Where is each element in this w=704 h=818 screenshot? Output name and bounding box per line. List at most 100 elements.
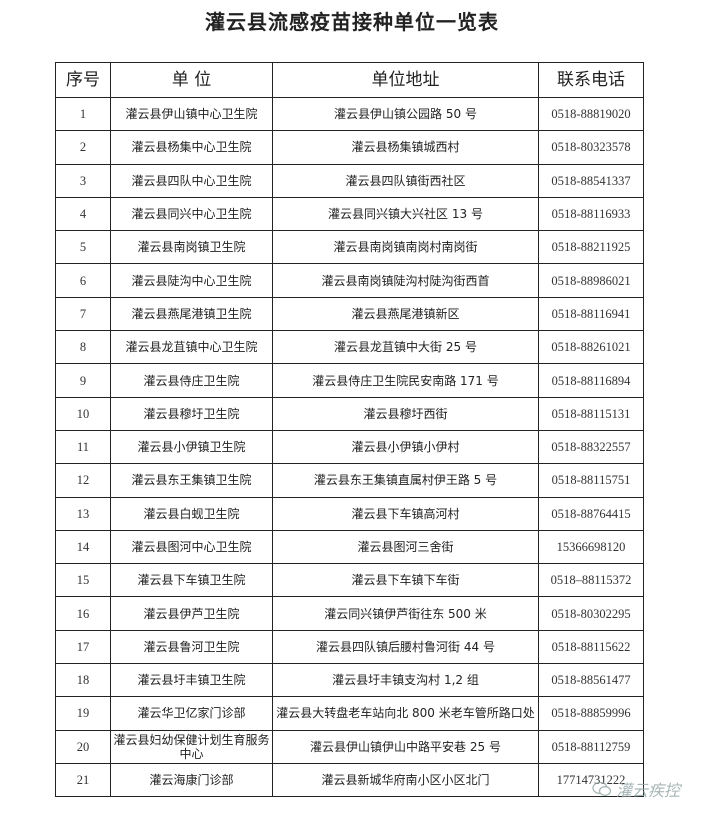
unit-name: 灌云县圩丰镇卫生院 [110, 663, 273, 698]
row-number: 9 [55, 363, 111, 398]
row-number: 17 [55, 629, 111, 665]
unit-address: 灌云县杨集镇城西村 [272, 130, 539, 165]
unit-name: 灌云县陡沟中心卫生院 [110, 263, 273, 298]
row-number: 2 [55, 130, 111, 165]
unit-address: 灌云县小伊镇小伊村 [272, 429, 539, 465]
header-no: 序号 [55, 62, 111, 98]
unit-address: 灌云县下车镇下车街 [272, 563, 539, 598]
row-number: 20 [55, 729, 111, 764]
unit-address: 灌云县同兴镇大兴社区 13 号 [272, 196, 539, 232]
row-number: 15 [55, 563, 111, 598]
unit-name: 灌云县东王集镇卫生院 [110, 463, 273, 498]
row-number: 21 [55, 762, 111, 798]
vaccination-sites-table: 序号 单 位 单位地址 联系电话 1 灌云县伊山镇中心卫生院 灌云县伊山镇公园路 5… [55, 62, 644, 798]
row-number: 7 [55, 296, 111, 332]
unit-name: 灌云海康门诊部 [110, 762, 273, 798]
table-row: 14 灌云县图河中心卫生院 灌云县图河三舍街 15366698120 [55, 529, 644, 565]
table-row: 2 灌云县杨集中心卫生院 灌云县杨集镇城西村 0518-80323578 [55, 130, 644, 165]
unit-name: 灌云县龙苴镇中心卫生院 [110, 330, 273, 365]
table-row: 17 灌云县鲁河卫生院 灌云县四队镇后腰村鲁河街 44 号 0518-88115622 [55, 629, 644, 665]
unit-phone: 0518-88116894 [538, 363, 644, 398]
unit-address: 灌云县圩丰镇支沟村 1,2 组 [272, 663, 539, 698]
unit-name: 灌云县侍庄卫生院 [110, 363, 273, 398]
table-row: 15 灌云县下车镇卫生院 灌云县下车镇下车街 0518–88115372 [55, 563, 644, 598]
unit-phone: 0518-88115622 [538, 629, 644, 665]
row-number: 8 [55, 330, 111, 365]
unit-phone: 0518-88561477 [538, 663, 644, 698]
unit-address: 灌云县四队镇后腰村鲁河街 44 号 [272, 629, 539, 665]
table-row: 19 灌云华卫亿家门诊部 灌云县大转盘老车站向北 800 米老车管所路口处 0518-… [55, 696, 644, 731]
unit-address: 灌云县下车镇高河村 [272, 496, 539, 531]
table-row: 16 灌云县伊芦卫生院 灌云同兴镇伊芦街往东 500 米 0518-80302295 [55, 596, 644, 631]
row-number: 14 [55, 529, 111, 565]
table-row: 3 灌云县四队中心卫生院 灌云县四队镇街西社区 0518-88541337 [55, 163, 644, 198]
unit-phone: 0518-88115131 [538, 396, 644, 431]
unit-address: 灌云县南岗镇陡沟村陡沟街西首 [272, 263, 539, 298]
row-number: 3 [55, 163, 111, 198]
unit-address: 灌云县伊山镇伊山中路平安巷 25 号 [272, 729, 539, 764]
unit-address: 灌云县图河三舍街 [272, 529, 539, 565]
unit-phone: 0518-88112759 [538, 729, 644, 764]
unit-name: 灌云县杨集中心卫生院 [110, 130, 273, 165]
table-row: 1 灌云县伊山镇中心卫生院 灌云县伊山镇公园路 50 号 0518-88819020 [55, 96, 644, 132]
unit-address: 灌云县侍庄卫生院民安南路 171 号 [272, 363, 539, 398]
watermark: 灌云疾控 [592, 777, 680, 801]
table-row: 5 灌云县南岗镇卫生院 灌云县南岗镇南岗村南岗街 0518-88211925 [55, 230, 644, 265]
unit-phone: 0518-88116941 [538, 296, 644, 332]
table-row: 12 灌云县东王集镇卫生院 灌云县东王集镇直属村伊王路 5 号 0518-881157… [55, 463, 644, 498]
wechat-icon [592, 781, 612, 796]
table-row: 6 灌云县陡沟中心卫生院 灌云县南岗镇陡沟村陡沟街西首 0518-88986021 [55, 263, 644, 298]
watermark-text: 灌云疾控 [615, 781, 680, 800]
table-row: 11 灌云县小伊镇卫生院 灌云县小伊镇小伊村 0518-88322557 [55, 429, 644, 465]
unit-address: 灌云县龙苴镇中大街 25 号 [272, 330, 539, 365]
unit-name: 灌云县南岗镇卫生院 [110, 230, 273, 265]
row-number: 5 [55, 230, 111, 265]
row-number: 6 [55, 263, 111, 298]
table-row: 21 灌云海康门诊部 灌云县新城华府南小区小区北门 17714731222 [55, 762, 644, 798]
unit-name: 灌云县下车镇卫生院 [110, 563, 273, 598]
unit-address: 灌云县穆圩西街 [272, 396, 539, 431]
unit-name: 灌云华卫亿家门诊部 [110, 696, 273, 731]
unit-name: 灌云县伊山镇中心卫生院 [110, 96, 273, 132]
row-number: 18 [55, 663, 111, 698]
unit-phone: 0518-88115751 [538, 463, 644, 498]
table-row: 10 灌云县穆圩卫生院 灌云县穆圩西街 0518-88115131 [55, 396, 644, 431]
unit-name: 灌云县同兴中心卫生院 [110, 196, 273, 232]
unit-name: 灌云县图河中心卫生院 [110, 529, 273, 565]
unit-address: 灌云县大转盘老车站向北 800 米老车管所路口处 [272, 696, 539, 731]
table-row: 4 灌云县同兴中心卫生院 灌云县同兴镇大兴社区 13 号 0518-88116933 [55, 196, 644, 232]
unit-address: 灌云县南岗镇南岗村南岗街 [272, 230, 539, 265]
row-number: 11 [55, 429, 111, 465]
unit-phone: 0518-88261021 [538, 330, 644, 365]
table-row: 8 灌云县龙苴镇中心卫生院 灌云县龙苴镇中大街 25 号 0518-88261021 [55, 330, 644, 365]
unit-phone: 0518-88541337 [538, 163, 644, 198]
unit-name: 灌云县小伊镇卫生院 [110, 429, 273, 465]
table-row: 18 灌云县圩丰镇卫生院 灌云县圩丰镇支沟村 1,2 组 0518-88561477 [55, 663, 644, 698]
unit-name: 灌云县四队中心卫生院 [110, 163, 273, 198]
row-number: 10 [55, 396, 111, 431]
unit-address: 灌云县四队镇街西社区 [272, 163, 539, 198]
table-row: 9 灌云县侍庄卫生院 灌云县侍庄卫生院民安南路 171 号 0518-88116894 [55, 363, 644, 398]
unit-name: 灌云县穆圩卫生院 [110, 396, 273, 431]
row-number: 12 [55, 463, 111, 498]
row-number: 19 [55, 696, 111, 731]
unit-phone: 0518-88859996 [538, 696, 644, 731]
unit-phone: 0518-88764415 [538, 496, 644, 531]
row-number: 4 [55, 196, 111, 232]
unit-name: 灌云县伊芦卫生院 [110, 596, 273, 631]
unit-phone: 0518-88211925 [538, 230, 644, 265]
header-unit: 单 位 [110, 62, 273, 98]
unit-phone: 0518-88986021 [538, 263, 644, 298]
unit-phone: 0518-88116933 [538, 196, 644, 232]
table-row: 7 灌云县燕尾港镇卫生院 灌云县燕尾港镇新区 0518-88116941 [55, 296, 644, 332]
unit-phone: 17714731222 [538, 762, 644, 798]
header-address: 单位地址 [272, 62, 539, 98]
table-header-row: 序号 单 位 单位地址 联系电话 [55, 62, 644, 98]
unit-address: 灌云县伊山镇公园路 50 号 [272, 96, 539, 132]
unit-phone: 15366698120 [538, 529, 644, 565]
unit-address: 灌云同兴镇伊芦街往东 500 米 [272, 596, 539, 631]
unit-phone: 0518-88819020 [538, 96, 644, 132]
page-title: 灌云县流感疫苗接种单位一览表 [205, 10, 499, 34]
row-number: 1 [55, 96, 111, 132]
unit-address: 灌云县新城华府南小区小区北门 [272, 762, 539, 798]
